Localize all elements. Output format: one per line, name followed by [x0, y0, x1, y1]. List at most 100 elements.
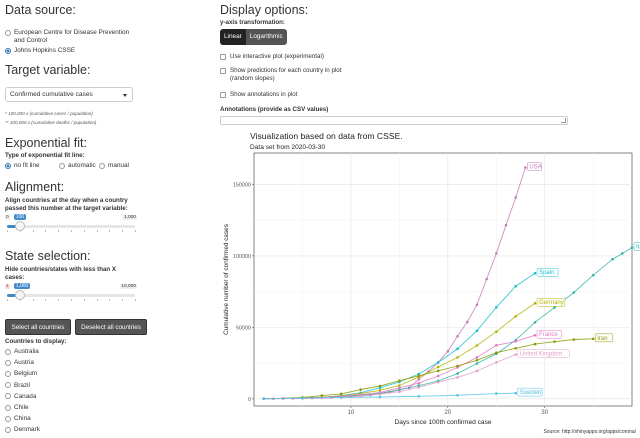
slider-tick	[109, 299, 110, 301]
data-point	[533, 342, 537, 346]
country-item[interactable]: Denmark	[5, 426, 40, 433]
check-interactive[interactable]: Use interactive plot (experimental)	[220, 53, 324, 61]
check-annotations[interactable]: Show annotations in plot	[220, 91, 297, 99]
radio-jhu-circle[interactable]	[5, 47, 11, 54]
target-variable-heading: Target variable:	[5, 63, 91, 77]
slider-tick	[122, 230, 123, 232]
data-point	[417, 381, 421, 385]
alignment-slider-grid	[7, 230, 136, 234]
slider-tick	[71, 230, 72, 232]
alignment-slider[interactable]: 0 1,000 100	[5, 214, 137, 236]
checkbox-predictions[interactable]	[220, 68, 226, 74]
state-slider-value: 1,000	[13, 283, 31, 289]
note-deaths: ** 100,000 x (cumulative deaths / popula…	[5, 120, 97, 125]
state-slider-track[interactable]	[7, 294, 135, 297]
deselect-all-button[interactable]: Deselect all countries	[75, 319, 147, 335]
country-checkbox[interactable]	[5, 415, 11, 422]
annotations-input[interactable]	[220, 116, 568, 125]
series-label-box	[517, 349, 570, 358]
logarithmic-button[interactable]: Logarithmic	[245, 29, 287, 45]
countries-label: Countries to display:	[5, 338, 67, 345]
slider-tick	[109, 230, 110, 232]
data-point	[436, 365, 440, 369]
x-tick-label: 30	[541, 410, 548, 416]
radio-manual[interactable]: manual	[99, 162, 129, 170]
radio-automatic[interactable]: automatic	[59, 162, 96, 170]
series-label: USA	[529, 165, 541, 171]
data-point	[417, 374, 421, 378]
slider-tick	[7, 299, 8, 301]
data-point	[475, 303, 479, 307]
country-item[interactable]: Chile	[5, 404, 29, 411]
data-point	[475, 356, 479, 359]
data-point	[621, 252, 624, 255]
radio-ecdc[interactable]: European Centre for Disease Prevention an…	[5, 29, 129, 44]
data-point	[572, 338, 576, 341]
check-interactive-label: Use interactive plot (experimental)	[230, 53, 324, 60]
radio-jhu[interactable]: Johns Hopkins CSSE	[5, 47, 75, 55]
country-checkbox[interactable]	[5, 348, 11, 355]
series-label-box	[536, 267, 559, 277]
country-item[interactable]: China	[5, 415, 31, 422]
radio-manual-label: manual	[108, 162, 129, 169]
country-checkbox[interactable]	[5, 404, 11, 411]
country-checkbox[interactable]	[5, 359, 11, 366]
slider-tick	[135, 299, 136, 301]
slider-tick	[122, 299, 123, 301]
check-predictions[interactable]: Show predictions for each country in plo…	[220, 67, 341, 83]
country-checkbox[interactable]	[5, 426, 11, 433]
country-checkbox[interactable]	[5, 393, 11, 400]
target-variable-select[interactable]: Confirmed cumulative cases	[5, 87, 133, 102]
alignment-slider-track[interactable]	[7, 225, 135, 228]
check-predictions-label: Show predictions for each country in plo…	[230, 67, 342, 74]
radio-no-fit-label: no fit line	[14, 162, 40, 169]
state-slider-fill	[7, 294, 20, 297]
series-label: Iran	[597, 336, 607, 342]
state-slider[interactable]: 1 10,000 1,000	[5, 283, 137, 305]
data-point	[591, 337, 595, 341]
radio-ecdc-circle[interactable]	[5, 29, 11, 36]
select-all-button[interactable]: Select all countries	[5, 319, 71, 335]
linear-button[interactable]: Linear	[220, 29, 246, 45]
alignment-slider-max: 1,000	[122, 215, 137, 220]
data-point	[398, 390, 401, 394]
check-predictions-label-2: (random slopes)	[230, 75, 275, 82]
slider-tick	[45, 230, 46, 232]
country-item[interactable]: Austria	[5, 359, 34, 366]
data-point	[495, 361, 498, 364]
slider-tick	[32, 299, 34, 301]
country-item[interactable]: Brazil	[5, 382, 30, 389]
data-point	[572, 291, 576, 294]
data-point	[475, 369, 479, 373]
country-item[interactable]: Australia	[5, 348, 39, 355]
chevron-down-icon	[123, 94, 127, 97]
radio-no-fit[interactable]: no fit line	[5, 162, 40, 170]
data-point	[485, 277, 488, 281]
country-item[interactable]: Belgium	[5, 370, 37, 377]
radio-automatic-circle[interactable]	[59, 162, 65, 169]
slider-tick	[19, 230, 21, 232]
radio-manual-circle[interactable]	[99, 162, 105, 169]
data-point	[456, 347, 459, 351]
country-label: Denmark	[14, 426, 40, 434]
state-slider-grid	[7, 299, 136, 303]
slider-tick	[19, 299, 21, 301]
checkbox-annotations[interactable]	[220, 92, 226, 98]
country-checkbox[interactable]	[5, 382, 11, 389]
data-point	[398, 384, 401, 387]
data-point	[524, 166, 527, 169]
data-point	[378, 392, 382, 396]
data-point	[436, 380, 440, 384]
radio-ecdc-label-line2: and Control	[14, 36, 48, 44]
radio-no-fit-circle[interactable]	[5, 162, 11, 169]
country-label: Brazil	[14, 381, 30, 389]
series-label-box	[633, 242, 640, 251]
country-item[interactable]: Canada	[5, 393, 36, 400]
checkbox-interactive[interactable]	[220, 54, 226, 60]
slider-tick	[71, 299, 72, 301]
data-point	[417, 372, 421, 376]
state-selection-desc: Hide countries/states with less than X	[5, 266, 117, 273]
country-checkbox[interactable]	[5, 370, 11, 377]
yaxis-toggle[interactable]: Linear Logarithmic	[220, 29, 287, 45]
data-point	[533, 333, 537, 337]
